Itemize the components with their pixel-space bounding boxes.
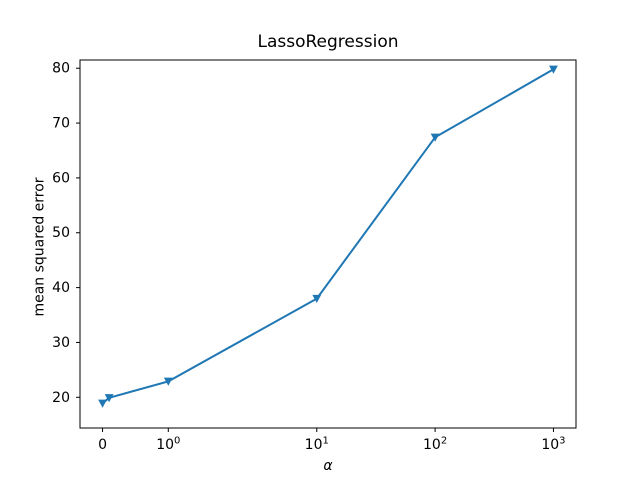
y-axis-ticks: 20 30 40 50 60 70 80: [52, 61, 80, 406]
y-tick-label: 80: [52, 61, 70, 77]
data-series: [98, 65, 558, 408]
x-tick-label: 103: [541, 436, 565, 454]
plot-area-frame: [79, 59, 577, 429]
x-tick-label: 0: [98, 437, 107, 453]
x-axis-label: α: [323, 458, 333, 474]
data-point-marker: [98, 399, 107, 408]
y-tick-label: 30: [52, 335, 70, 351]
plot-line: [101, 68, 555, 405]
data-point-marker: [549, 65, 558, 74]
y-axis-label: mean squared error: [31, 177, 47, 316]
y-tick-label: 20: [52, 390, 70, 406]
y-tick-label: 60: [52, 170, 70, 186]
y-tick-label: 70: [52, 116, 70, 132]
chart-title: LassoRegression: [258, 32, 399, 52]
x-tick-label: 102: [423, 436, 447, 454]
x-tick-label: 101: [305, 436, 329, 454]
x-tick-label: 100: [156, 436, 180, 454]
y-tick-label: 50: [52, 225, 70, 241]
data-point-marker: [430, 133, 440, 142]
data-point-marker: [163, 377, 173, 386]
data-point-marker: [104, 394, 114, 403]
x-axis-ticks: 0 100 101 102 103: [98, 428, 566, 454]
y-tick-label: 40: [52, 280, 70, 296]
data-point-marker: [312, 294, 322, 303]
